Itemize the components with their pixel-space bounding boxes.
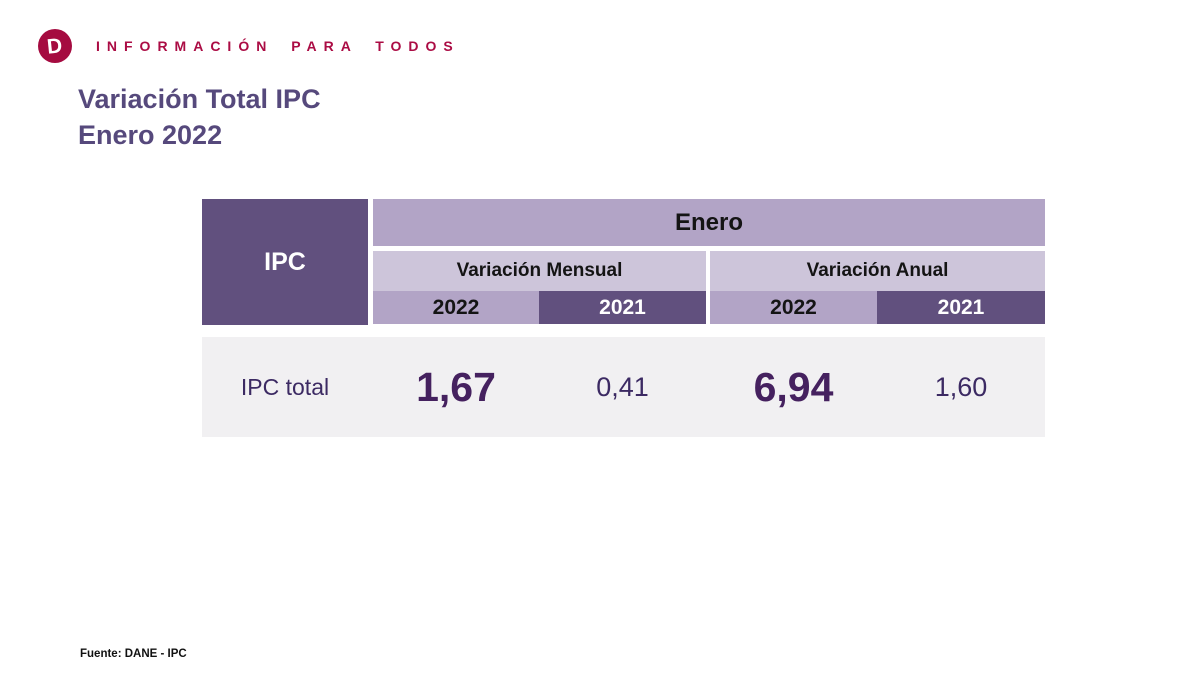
table-header-year-anual-2022: 2022 [710,291,877,324]
value-mensual-2022: 1,67 [416,363,496,410]
table-header-variacion-mensual: Variación Mensual [373,251,706,291]
source-note: Fuente: DANE - IPC [80,648,187,660]
row-label-ipc-total: IPC total [240,373,330,400]
table-data-row: IPC total 1,67 0,41 6,94 1,60 [202,337,1045,437]
logo-letter: D [46,33,64,59]
table-header-month: Enero [373,199,1045,246]
value-anual-2021: 1,60 [934,371,988,402]
brand-tagline: INFORMACIÓN PARA TODOS [96,38,460,54]
ipc-table: IPC Enero Variación Mensual Variación An… [202,199,1045,437]
table-header-year-anual-2021: 2021 [877,291,1045,324]
value-mensual-2021: 0,41 [596,371,649,402]
table-corner-ipc: IPC [202,199,368,325]
title-line-1: Variación Total IPC [78,84,321,114]
table-header-year-mensual-2021: 2021 [539,291,706,324]
table-header-variacion-anual: Variación Anual [710,251,1045,291]
title-line-2: Enero 2022 [78,120,223,150]
page-title: Variación Total IPC Enero 2022 [78,81,321,153]
table-header-year-mensual-2022: 2022 [373,291,539,324]
value-anual-2022: 6,94 [753,363,834,410]
brand-header: D INFORMACIÓN PARA TODOS [38,28,460,64]
dane-logo-icon: D [38,29,72,63]
